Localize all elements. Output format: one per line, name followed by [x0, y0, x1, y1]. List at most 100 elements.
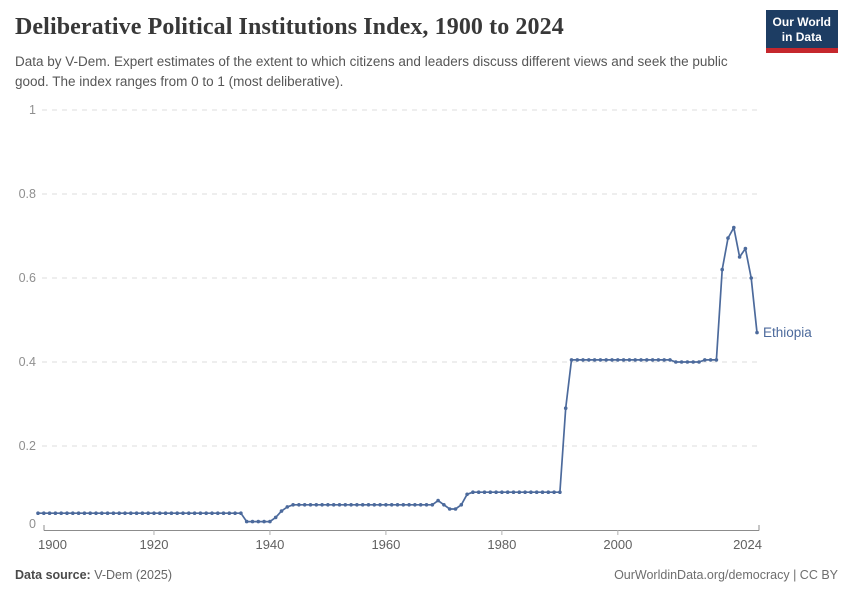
data-point — [668, 358, 672, 362]
data-point — [285, 505, 290, 509]
data-point — [749, 276, 753, 280]
data-point — [430, 503, 435, 507]
owid-url-license[interactable]: OurWorldinData.org/democracy | CC BY — [614, 568, 838, 582]
data-point — [366, 503, 371, 507]
data-point — [442, 503, 446, 507]
x-axis-tick-label: 1920 — [140, 537, 169, 552]
data-point — [674, 360, 678, 364]
data-source-label: Data source: — [15, 568, 91, 582]
data-point — [563, 406, 568, 411]
chart-subtitle: Data by V-Dem. Expert estimates of the e… — [15, 54, 728, 89]
data-point — [476, 490, 481, 495]
y-axis-tick-label: 0.8 — [19, 187, 36, 201]
data-point — [198, 511, 203, 515]
data-point — [355, 503, 359, 507]
data-point — [650, 358, 655, 362]
data-point — [372, 503, 377, 507]
x-axis-tick-label: 1900 — [38, 537, 67, 552]
data-point — [413, 503, 417, 507]
data-point — [378, 503, 382, 507]
data-point — [529, 490, 533, 495]
data-point — [192, 511, 197, 515]
data-point — [737, 255, 742, 259]
data-point — [575, 358, 580, 362]
x-axis-tick-label: 2024 — [733, 537, 762, 552]
data-point — [569, 358, 574, 362]
data-point — [407, 503, 411, 507]
data-point — [146, 511, 150, 515]
data-point — [331, 503, 336, 507]
data-point — [175, 511, 179, 515]
data-point — [76, 511, 81, 515]
data-point — [169, 511, 174, 515]
data-point — [163, 511, 168, 515]
data-point — [534, 490, 539, 495]
data-point — [302, 503, 307, 507]
data-point — [314, 503, 319, 507]
data-point — [384, 503, 388, 507]
data-point — [720, 267, 724, 272]
data-point — [645, 358, 649, 362]
series-label: Ethiopia — [763, 325, 812, 340]
data-point — [592, 358, 597, 362]
data-point — [494, 490, 498, 495]
data-point — [308, 503, 313, 507]
data-point — [581, 358, 585, 362]
data-point — [88, 511, 92, 515]
data-point — [349, 503, 353, 507]
data-point — [389, 503, 394, 507]
data-point — [621, 358, 626, 362]
data-point — [59, 511, 63, 515]
data-point — [453, 507, 458, 511]
data-point — [233, 511, 237, 515]
data-point — [459, 503, 464, 507]
data-point — [401, 503, 406, 507]
y-axis-tick-label: 0.4 — [19, 355, 36, 369]
data-point — [587, 358, 591, 362]
data-point — [42, 511, 46, 515]
data-point — [703, 358, 707, 362]
data-point — [134, 511, 139, 515]
data-point — [360, 503, 365, 507]
data-point — [187, 511, 191, 515]
data-point — [471, 490, 475, 495]
data-point — [546, 490, 551, 495]
owid-logo-line1: Our World — [772, 15, 831, 29]
data-point — [129, 511, 133, 515]
data-point — [227, 511, 232, 515]
chart-title: Deliberative Political Institutions Inde… — [15, 14, 564, 40]
data-point — [140, 511, 145, 515]
y-axis-tick-label: 0.6 — [19, 271, 36, 285]
data-point — [488, 490, 493, 495]
data-point — [53, 511, 58, 515]
data-point — [262, 519, 266, 524]
owid-logo[interactable]: Our World in Data — [765, 10, 838, 53]
data-point — [639, 358, 643, 362]
data-point — [250, 519, 255, 524]
data-point — [204, 511, 208, 515]
data-point — [708, 358, 713, 362]
y-axis-tick-label: 0 — [29, 517, 36, 531]
data-point — [181, 511, 185, 515]
data-point — [337, 503, 342, 507]
data-point — [320, 503, 324, 507]
data-point — [152, 511, 156, 515]
data-point — [447, 507, 452, 511]
line-chart[interactable]: 0 0.2 0.4 0.6 0.8 1 1900 1920 1940 1960 1980 2000 20… — [0, 0, 850, 565]
data-point — [732, 225, 736, 230]
data-point — [540, 490, 545, 495]
data-point — [500, 490, 504, 495]
owid-logo-line2: in Data — [781, 30, 822, 44]
data-point — [511, 490, 516, 495]
data-point — [279, 509, 284, 513]
data-point — [291, 503, 295, 507]
data-point — [297, 503, 301, 507]
x-axis-tick-label: 2000 — [603, 537, 632, 552]
data-point — [123, 511, 127, 515]
chart-footer: Data source: V-Dem (2025) OurWorldinData… — [15, 568, 838, 582]
data-point — [268, 519, 272, 524]
data-point — [517, 490, 522, 495]
data-point — [82, 511, 87, 515]
x-axis-tick-label: 1960 — [371, 537, 400, 552]
